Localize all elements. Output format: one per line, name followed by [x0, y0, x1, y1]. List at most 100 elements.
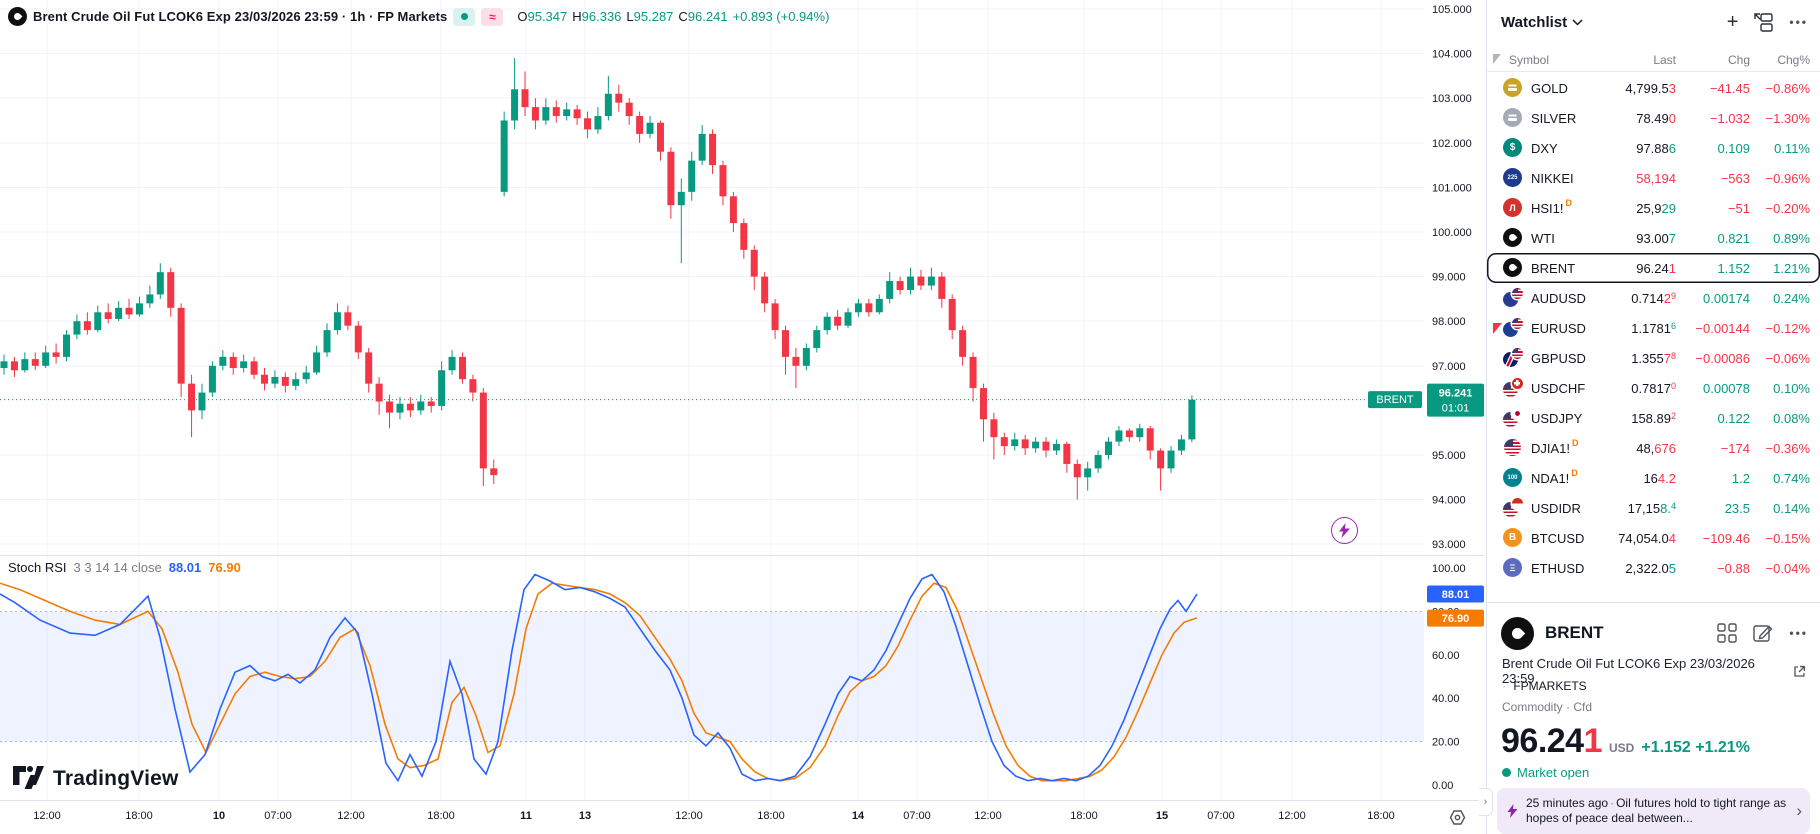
time-axis[interactable]: 12:00 18:00 10 07:00 12:00 18:00 11 13 12:00 18:0… [0, 800, 1484, 834]
watchlist-column-headers[interactable]: Symbol Last Chg Chg% [1487, 48, 1820, 72]
stoch-rsi-legend[interactable]: Stoch RSI 3 3 14 14 close 88.01 76.90 [8, 560, 241, 575]
row-flag-slot[interactable] [1493, 283, 1501, 313]
alert-chip[interactable]: ≈ [481, 7, 504, 26]
tradingview-logo[interactable]: TradingView [13, 766, 179, 792]
hsi1!-icon: Л [1503, 198, 1523, 218]
instrument-logo-icon [8, 7, 27, 26]
row-flag-slot[interactable] [1493, 493, 1501, 523]
stoch-d-line [0, 582, 1198, 782]
column-chg-pct[interactable]: Chg% [1777, 52, 1810, 67]
layout-grid-icon[interactable] [1717, 623, 1738, 643]
usdjpy-icon [1503, 408, 1523, 428]
svg-text:0.00: 0.00 [1432, 780, 1453, 792]
brent-icon [1503, 258, 1523, 278]
column-last[interactable]: Last [1653, 52, 1676, 67]
svg-text:100.00: 100.00 [1432, 563, 1466, 575]
svg-text:95.000: 95.000 [1432, 450, 1466, 462]
price-axis[interactable]: 105.000 104.000 103.000 102.000 101.000 100.0… [1432, 4, 1472, 551]
watchlist-row-BRENT[interactable]: BRENT 96.241 1.152 1.21% [1487, 253, 1820, 283]
last-price: 74,054.04 [1618, 530, 1676, 546]
change-value: −109.46 [1702, 530, 1750, 546]
watchlist-row-EURUSD[interactable]: EURUSD 1.17816 −0.00144 −0.12% [1487, 313, 1820, 343]
row-flag-slot[interactable] [1493, 463, 1501, 493]
watchlist-row-ETHUSD[interactable]: Ξ ETHUSD 2,322.05 −0.88 −0.04% [1487, 553, 1820, 583]
time-label-14: 14 [851, 810, 865, 822]
external-link-icon [1794, 665, 1806, 677]
time-axis-settings-icon[interactable] [1449, 809, 1466, 826]
change-value: 1.152 [1717, 260, 1750, 276]
last-price: 1.17816 [1631, 320, 1676, 336]
symbol-price-row: 96.241 USD +1.152 +1.21% [1501, 722, 1750, 761]
row-flag-icon[interactable] [1493, 313, 1502, 343]
edit-note-icon[interactable] [1753, 623, 1773, 643]
row-flag-slot[interactable] [1493, 103, 1501, 133]
row-flag-slot[interactable] [1493, 223, 1501, 253]
watchlist-row-DJIA1![interactable]: DJIA1! D 48,676 −174 −0.36% [1487, 433, 1820, 463]
last-price: 164.2 [1643, 470, 1676, 486]
symbol-currency: USD [1609, 741, 1635, 755]
symbol-description-link[interactable]: Brent Crude Oil Fut LCOK6 Exp 23/03/2026… [1502, 656, 1806, 686]
watchlist-title-dropdown[interactable]: Watchlist [1501, 14, 1583, 31]
row-flag-slot[interactable] [1493, 373, 1501, 403]
svg-text:01:01: 01:01 [1442, 403, 1470, 415]
watchlist-row-WTI[interactable]: WTI 93.007 0.821 0.89% [1487, 223, 1820, 253]
nikkei-icon: 225 [1503, 168, 1523, 188]
row-flag-slot[interactable] [1493, 523, 1501, 553]
row-flag-slot[interactable] [1493, 163, 1501, 193]
stoch-k-badge: 88.01 [1427, 585, 1484, 603]
watchlist-row-NIKKEI[interactable]: 225 NIKKEI 58,194 −563 −0.96% [1487, 163, 1820, 193]
chart-canvas[interactable]: 105.000 104.000 103.000 102.000 101.000 100.0… [0, 0, 1484, 800]
watchlist-row-USDCHF[interactable]: USDCHF 0.78170 0.00078 0.10% [1487, 373, 1820, 403]
row-flag-slot[interactable] [1493, 193, 1501, 223]
watchlist-row-USDIDR[interactable]: USDIDR 17,158.4 23.5 0.14% [1487, 493, 1820, 523]
row-flag-slot[interactable] [1493, 553, 1501, 583]
change-percent: −0.86% [1765, 80, 1810, 96]
news-chevron-icon[interactable]: › [1796, 801, 1802, 820]
row-flag-slot[interactable] [1493, 343, 1501, 373]
watchlist-row-HSI1![interactable]: Л HSI1! D 25,929 −51 −0.20% [1487, 193, 1820, 223]
column-chg[interactable]: Chg [1727, 52, 1750, 67]
svg-text:60.00: 60.00 [1432, 650, 1460, 662]
column-symbol[interactable]: Symbol [1509, 52, 1550, 67]
watchlist-row-GOLD[interactable]: GOLD 4,799.53 −41.45 −0.86% [1487, 73, 1820, 103]
symbol-exchange[interactable]: · FPMARKETS [1502, 679, 1587, 693]
watchlist-more-button[interactable]: ••• [1789, 15, 1808, 29]
watchlist-row-GBPUSD[interactable]: GBPUSD 1.35578 −0.00086 −0.06% [1487, 343, 1820, 373]
change-value: 1.2 [1731, 470, 1750, 486]
chart-title[interactable]: Brent Crude Oil Fut LCOK6 Exp 23/03/2026… [33, 9, 448, 24]
watchlist-row-USDJPY[interactable]: USDJPY 158.892 0.122 0.08% [1487, 403, 1820, 433]
row-flag-slot[interactable] [1493, 433, 1501, 463]
watchlist-row-BTCUSD[interactable]: B BTCUSD 74,054.04 −109.46 −0.15% [1487, 523, 1820, 553]
news-headline: 25 minutes ago · Oil futures hold to tight… [1526, 796, 1787, 825]
right-panel: Watchlist + ••• Symbol Last Chg Chg% [1486, 0, 1820, 834]
symbol-panel-name: BRENT [1545, 623, 1604, 642]
news-card[interactable]: 25 minutes ago · Oil futures hold to tight… [1497, 788, 1810, 834]
add-symbol-button[interactable]: + [1726, 11, 1739, 33]
watchlist-row-AUDUSD[interactable]: AUDUSD 0.71429 0.00174 0.24% [1487, 283, 1820, 313]
time-label-1200: 12:00 [675, 810, 703, 822]
news-flash-icon[interactable] [1331, 517, 1358, 544]
row-flag-slot[interactable] [1493, 253, 1501, 283]
watchlist-row-SILVER[interactable]: SILVER 78.490 −1.032 −1.30% [1487, 103, 1820, 133]
status-dot-icon [460, 13, 468, 20]
watchlist-row-DXY[interactable]: $ DXY 97.886 0.109 0.11% [1487, 133, 1820, 163]
market-status-chip[interactable] [453, 7, 476, 26]
stoch-d-badge: 76.90 [1427, 609, 1484, 627]
svg-text:20.00: 20.00 [1432, 737, 1460, 749]
symbol-label: NDA1! [1531, 470, 1570, 486]
panel-collapse-handle[interactable]: › [1479, 788, 1493, 816]
row-flag-slot[interactable] [1493, 133, 1501, 163]
watchlist-grid-icon[interactable] [1754, 12, 1774, 32]
last-price: 93.007 [1636, 230, 1676, 246]
candlestick-series[interactable] [0, 58, 1196, 500]
wti-icon [1503, 228, 1523, 248]
symbol-more-button[interactable]: ••• [1789, 626, 1808, 640]
symbol-label: BTCUSD [1531, 530, 1585, 546]
watchlist-row-NDA1![interactable]: 100 NDA1! D 164.2 1.2 0.74% [1487, 463, 1820, 493]
btcusd-icon: B [1503, 528, 1523, 548]
gold-icon [1503, 78, 1523, 98]
row-flag-slot[interactable] [1493, 403, 1501, 433]
row-flag-slot[interactable] [1493, 73, 1501, 103]
svg-text:40.00: 40.00 [1432, 693, 1460, 705]
